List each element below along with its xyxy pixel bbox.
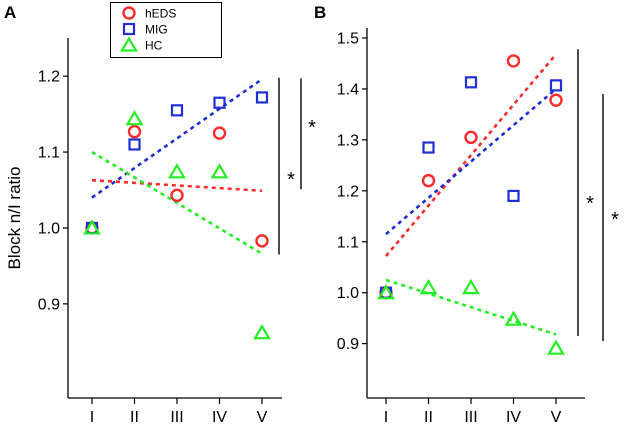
panel-a-point-hc: [125, 109, 144, 126]
legend-label-heds: hEDS: [145, 7, 176, 21]
panel-a-x-tick-label: III: [170, 409, 183, 425]
panel-a-point-mig: [213, 96, 226, 109]
panel-a-point-heds: [170, 188, 184, 203]
panel-a-x-tick-label: IV: [212, 409, 227, 425]
legend: hEDS MIG HC: [110, 2, 222, 58]
panel-b-point-heds: [506, 54, 521, 68]
panel-a-point-hc: [253, 324, 271, 340]
panel-b-point-hc: [377, 284, 395, 300]
panel-b-point-mig: [422, 141, 435, 154]
panel-a-x-tick-label: V: [257, 409, 268, 425]
panel-b-y-tick-label: 1.5: [337, 31, 359, 48]
panel-a-y-tick-label: 1.0: [38, 220, 60, 237]
panel-a-point-hc: [83, 219, 101, 235]
panel-a-point-mig: [170, 104, 184, 117]
panel-b-y-tick-label: 1.0: [337, 285, 359, 302]
panel-b-point-mig: [507, 189, 520, 203]
panel-b-y-tick-label: 1.3: [337, 132, 359, 149]
panel-b-label: B: [314, 3, 326, 22]
panel-a-point-hc: [210, 163, 229, 179]
panel-a-y-tick-label: 1.2: [38, 69, 60, 86]
legend-label-hc: HC: [145, 39, 163, 53]
panel-b-point-hc: [547, 339, 565, 355]
panel-b-point-mig: [549, 79, 563, 92]
panel-b-x-tick-label: V: [551, 409, 562, 425]
panel-a-significance-star: *: [308, 117, 316, 139]
panel-b-y-tick-label: 1.1: [337, 234, 359, 251]
panel-a-point-mig: [128, 138, 141, 151]
panel-a-y-tick-label: 1.1: [38, 145, 60, 162]
panel-b-point-heds: [549, 93, 563, 107]
panel-b-point-hc: [504, 310, 523, 326]
legend-marker-mig: [122, 22, 136, 36]
panel-b-point-heds: [464, 130, 478, 145]
panel-a-point-heds: [255, 234, 269, 248]
panel-a-x-tick-label: I: [90, 409, 94, 425]
panel-a-point-hc: [168, 163, 186, 179]
panel-a-trend-hc: [91, 150, 263, 255]
panel-a-significance-star: *: [287, 169, 295, 191]
y-axis-title: Block n/I ratio: [5, 167, 24, 270]
panel-b: B 0.91.01.11.21.31.41.5I II III IV V**: [314, 3, 619, 425]
panel-b-x-tick-label: III: [464, 409, 477, 425]
panel-a-point-heds: [127, 124, 142, 139]
panel-a-y-tick-label: 0.9: [38, 296, 60, 313]
legend-box: [110, 2, 222, 58]
panel-b-significance-star: *: [586, 193, 594, 215]
legend-label-mig: MIG: [145, 23, 168, 37]
panel-a-point-heds: [212, 126, 227, 140]
panel-a: A Block n/I ratio 0.91.01.11.2I II III IV V*…: [4, 3, 316, 425]
legend-marker-heds: [122, 6, 136, 20]
panel-b-significance-star: *: [611, 209, 619, 231]
panel-b-point-hc: [462, 278, 480, 295]
panel-b-trend-heds: [385, 53, 557, 257]
panel-b-trend-hc: [385, 278, 557, 336]
panel-a-x-tick-label: II: [130, 409, 139, 425]
panel-a-plot: 0.91.01.11.2I II III IV V**: [38, 38, 316, 425]
legend-marker-hc: [120, 36, 138, 52]
panel-b-x-tick-label: IV: [506, 409, 521, 425]
panel-b-y-tick-label: 1.4: [337, 81, 359, 98]
panel-b-x-tick-label: II: [424, 409, 433, 425]
panel-b-trend-mig: [385, 87, 557, 236]
panel-b-plot: 0.91.01.11.21.31.41.5I II III IV V**: [337, 28, 619, 425]
panel-b-point-mig: [464, 76, 478, 89]
panel-b-point-heds: [421, 173, 436, 188]
panel-b-point-hc: [419, 278, 438, 295]
panel-a-point-mig: [255, 91, 269, 104]
panel-b-y-tick-label: 0.9: [337, 336, 359, 353]
panel-b-x-tick-label: I: [384, 409, 388, 425]
panel-b-y-tick-label: 1.2: [337, 183, 359, 200]
panel-a-trend-mig: [91, 78, 263, 199]
panel-a-label: A: [4, 3, 16, 22]
